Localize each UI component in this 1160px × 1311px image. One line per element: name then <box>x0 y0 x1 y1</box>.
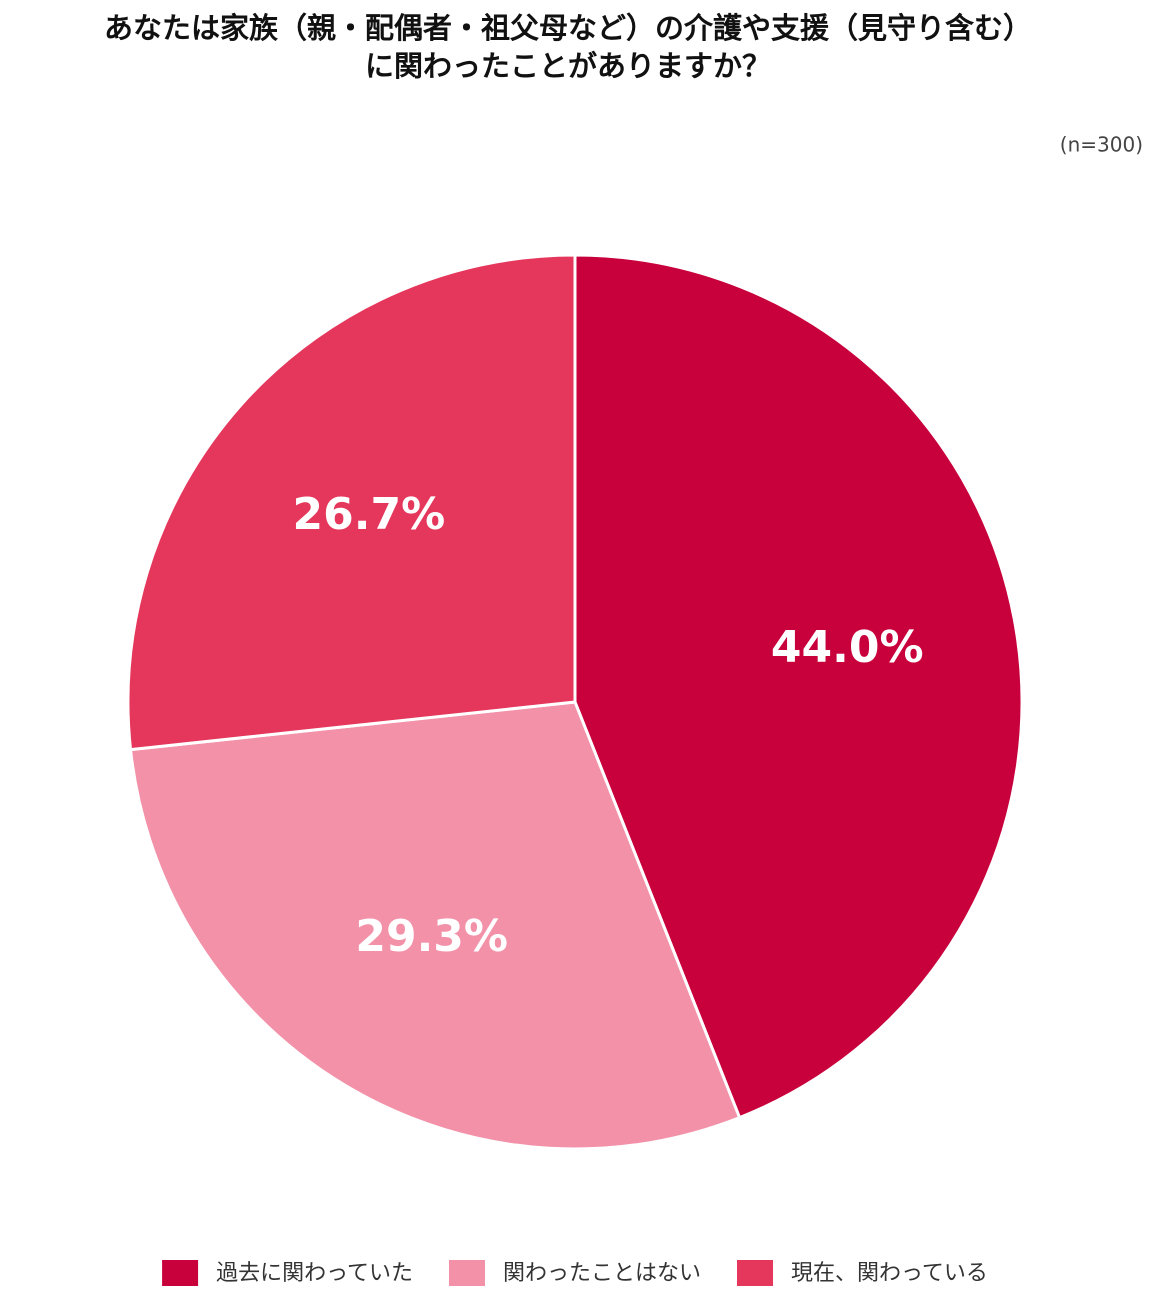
pie <box>126 253 1024 1151</box>
value-label: 44.0% <box>771 622 924 673</box>
pie-slice <box>573 253 1024 1120</box>
sample-size-note: (n=300) <box>1060 133 1143 157</box>
legend-label: 過去に関わっていた <box>216 1261 413 1286</box>
pie-slice <box>126 253 577 752</box>
chart-title-line: あなたは家族（親・配偶者・祖父母など）の介護や支援（見守り含む） <box>104 11 1032 45</box>
legend-label: 関わったことはない <box>503 1261 701 1286</box>
pie-slice <box>128 700 742 1151</box>
value-labels: 44.0% 29.3% 26.7% <box>293 489 924 962</box>
value-label: 26.7% <box>293 489 446 540</box>
legend-swatch <box>448 1260 485 1286</box>
legend: 過去に関わっていた 関わったことはない 現在、関わっている <box>162 1260 988 1286</box>
legend-swatch <box>162 1260 199 1286</box>
value-label: 29.3% <box>355 911 508 962</box>
legend-swatch <box>737 1260 774 1286</box>
legend-label: 現在、関わっている <box>791 1261 988 1286</box>
chart-title-line: に関わったことがありますか？ <box>365 49 771 83</box>
